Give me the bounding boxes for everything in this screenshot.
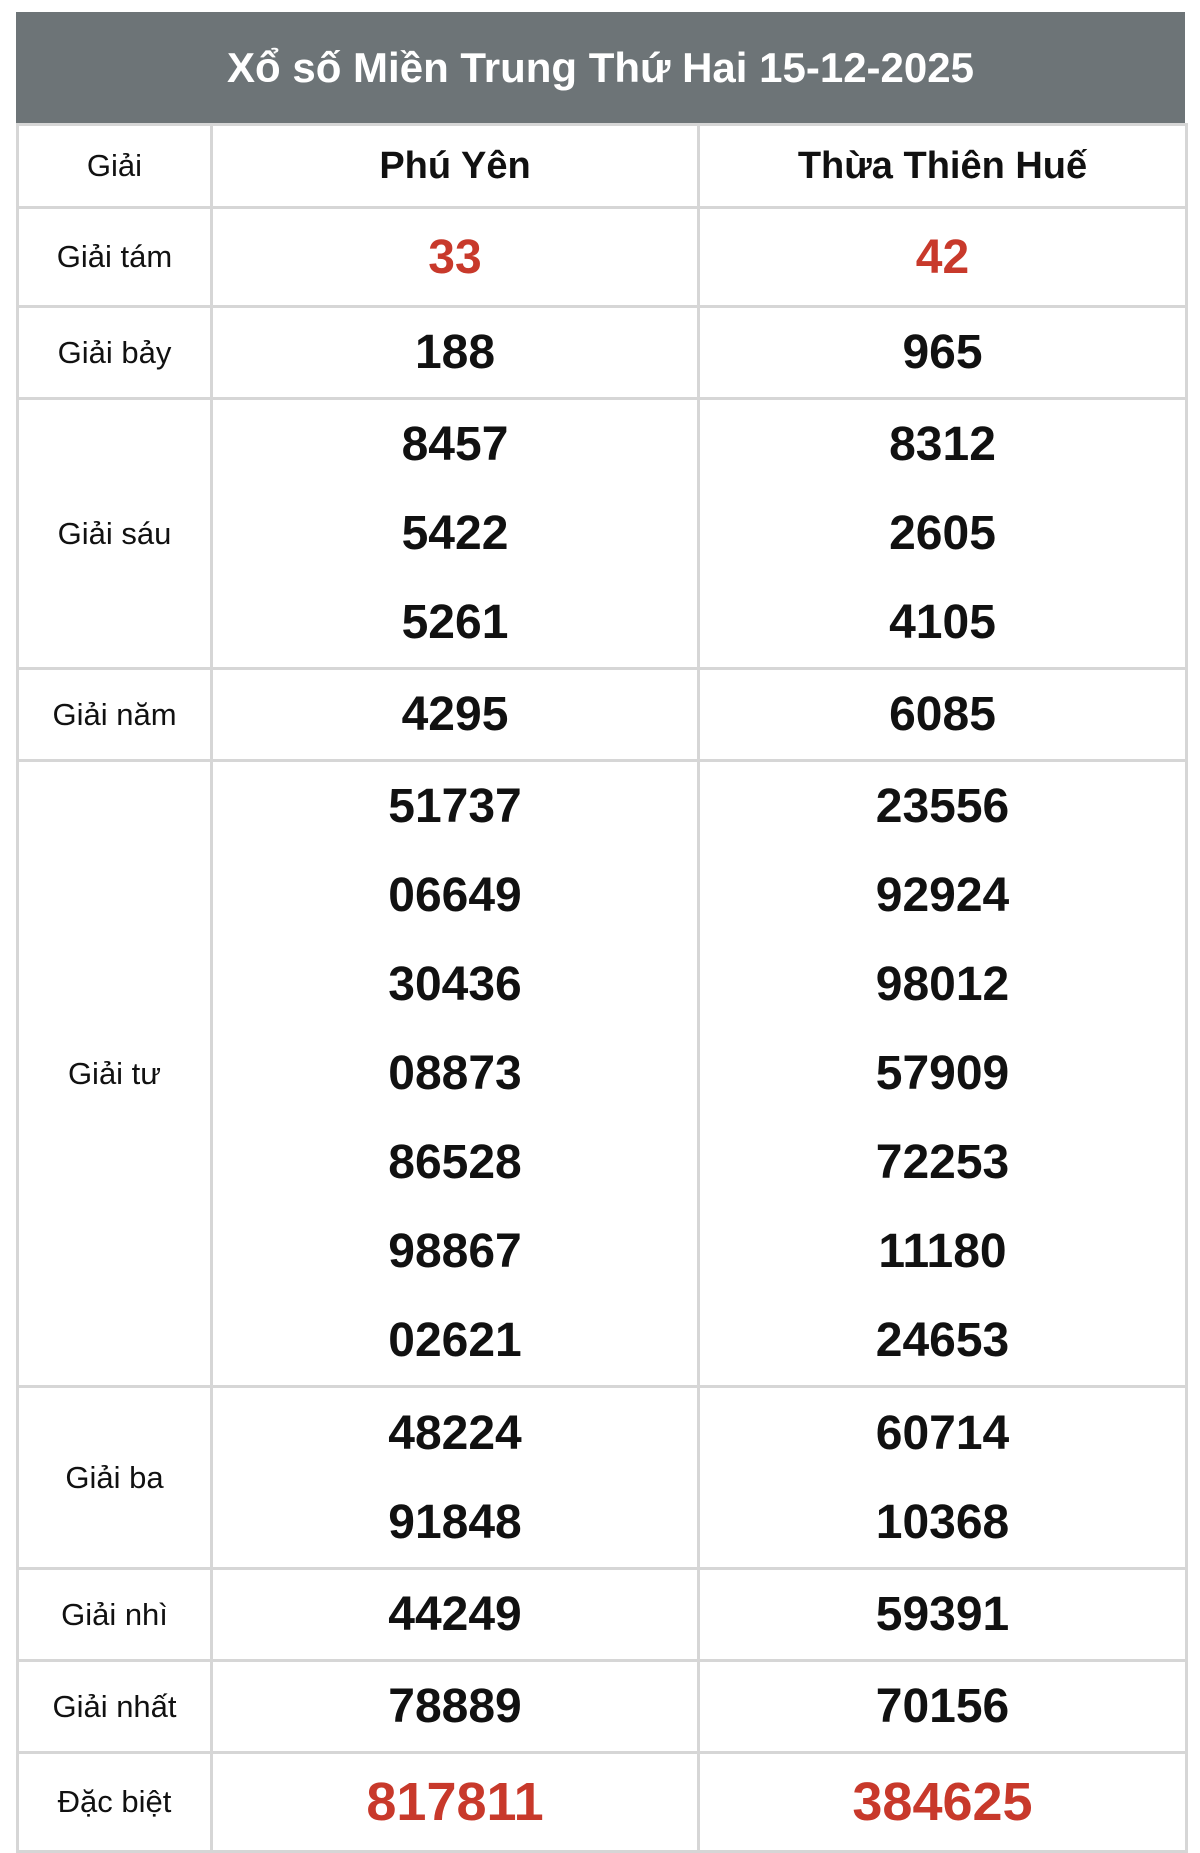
prize-numbers-phu-yen: 188 [210,305,700,400]
winning-number: 23556 [875,780,1010,833]
winning-number: 8312 [889,418,996,471]
prize-label: Giải nhất [16,1659,213,1754]
winning-number: 51737 [388,780,522,833]
winning-number: 42 [915,230,970,284]
winning-number: 48224 [388,1406,522,1460]
prize-numbers-thua-thien-hue: 8312 2605 4105 [697,397,1188,670]
prize-row: Giải năm 4295 6085 [16,667,1188,762]
prize-row: Giải nhì 44249 59391 [16,1567,1188,1662]
winning-number: 78889 [388,1680,522,1733]
winning-number: 59391 [875,1588,1010,1641]
column-header-phu-yen: Phú Yên [210,123,700,209]
prize-label: Giải sáu [16,397,213,670]
prize-row: Giải tư 51737 06649 30436 08873 86528 98867 026… [16,759,1188,1388]
winning-number: 33 [428,230,482,284]
prize-row: Giải sáu 8457 5422 5261 8312 2605 4105 [16,397,1188,670]
prize-label: Giải bảy [16,305,213,400]
winning-number: 384625 [852,1771,1033,1832]
winning-number: 2605 [889,507,996,560]
column-header-prize: Giải [16,123,213,209]
prize-row: Giải nhất 78889 70156 [16,1659,1188,1754]
winning-number: 57909 [875,1047,1010,1100]
header-row: Giải Phú Yên Thừa Thiên Huế [16,123,1188,209]
prize-numbers-phu-yen: 817811 [210,1751,700,1853]
winning-number: 91848 [388,1495,522,1549]
winning-number: 6085 [889,688,996,741]
prize-numbers-phu-yen: 51737 06649 30436 08873 86528 98867 02621 [210,759,700,1388]
column-header-thua-thien-hue: Thừa Thiên Huế [697,123,1188,209]
winning-number: 02621 [388,1314,522,1367]
winning-number: 4295 [401,688,509,741]
prize-numbers-thua-thien-hue: 59391 [697,1567,1188,1662]
prize-numbers-phu-yen: 8457 5422 5261 [210,397,700,670]
winning-number: 08873 [388,1047,522,1100]
winning-number: 8457 [401,418,509,471]
prize-row: Giải tám 33 42 [16,206,1188,308]
lottery-results-table: Xổ số Miền Trung Thứ Hai 15-12-2025 Giải… [16,12,1188,1853]
winning-number: 92924 [875,869,1010,922]
winning-number: 98867 [388,1225,522,1278]
prize-numbers-thua-thien-hue: 384625 [697,1751,1188,1853]
prize-label: Giải tám [16,206,213,308]
winning-number: 5422 [401,507,509,560]
prize-label: Giải ba [16,1385,213,1570]
prize-row: Giải bảy 188 965 [16,305,1188,400]
prize-numbers-thua-thien-hue: 70156 [697,1659,1188,1754]
winning-number: 70156 [875,1680,1010,1733]
winning-number: 06649 [388,869,522,922]
winning-number: 4105 [889,596,996,649]
prize-numbers-phu-yen: 4295 [210,667,700,762]
prize-label: Giải tư [16,759,213,1388]
winning-number: 24653 [875,1314,1010,1367]
prize-numbers-thua-thien-hue: 23556 92924 98012 57909 72253 11180 24653 [697,759,1188,1388]
prize-numbers-phu-yen: 48224 91848 [210,1385,700,1570]
prize-label: Giải năm [16,667,213,762]
winning-number: 5261 [401,596,509,649]
prize-label: Giải nhì [16,1567,213,1662]
results-grid: Giải Phú Yên Thừa Thiên Huế Giải tám 33 42… [16,123,1188,1853]
winning-number: 817811 [366,1771,544,1832]
winning-number: 188 [414,326,496,379]
prize-label: Đặc biệt [16,1751,213,1853]
winning-number: 30436 [388,958,522,1011]
winning-number: 10368 [875,1495,1010,1549]
winning-number: 86528 [388,1136,522,1189]
prize-row: Giải ba 48224 91848 60714 10368 [16,1385,1188,1570]
winning-number: 72253 [875,1136,1010,1189]
winning-number: 11180 [878,1225,1007,1278]
winning-number: 44249 [388,1588,522,1641]
prize-numbers-thua-thien-hue: 965 [697,305,1188,400]
winning-number: 60714 [875,1406,1010,1460]
winning-number: 965 [902,326,983,379]
prize-numbers-thua-thien-hue: 60714 10368 [697,1385,1188,1570]
prize-numbers-thua-thien-hue: 42 [697,206,1188,308]
results-title: Xổ số Miền Trung Thứ Hai 15-12-2025 [16,12,1185,123]
prize-numbers-phu-yen: 33 [210,206,700,308]
prize-numbers-phu-yen: 78889 [210,1659,700,1754]
prize-numbers-phu-yen: 44249 [210,1567,700,1662]
prize-row: Đặc biệt 817811 384625 [16,1751,1188,1853]
winning-number: 98012 [875,958,1010,1011]
prize-numbers-thua-thien-hue: 6085 [697,667,1188,762]
